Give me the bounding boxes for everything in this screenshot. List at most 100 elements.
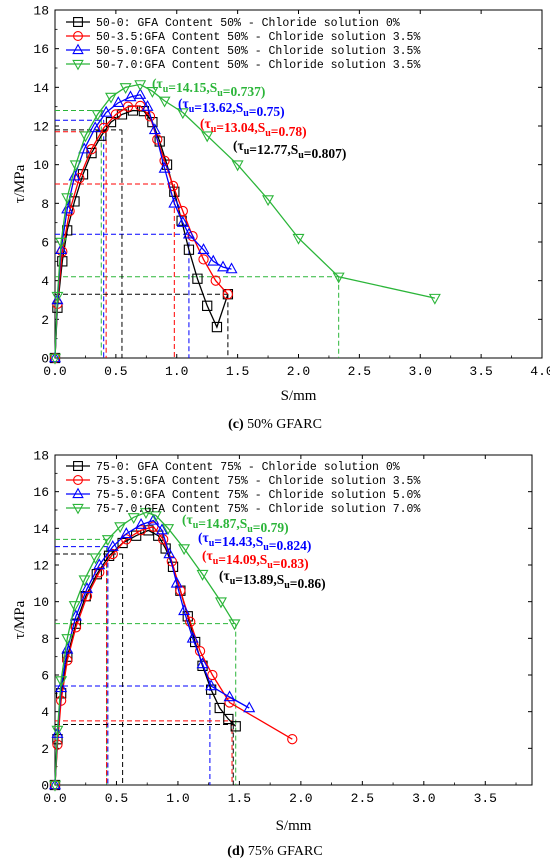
data-point xyxy=(51,725,64,737)
legend-entry: 50-5.0:GFA Content 50% - Chloride soluti… xyxy=(96,45,420,58)
data-point xyxy=(147,513,160,525)
data-point xyxy=(135,525,147,536)
x-tick-label: 0.5 xyxy=(105,791,128,806)
y-axis-label: τ/MPa xyxy=(12,164,28,203)
figure-caption: (c) 50% GFARC xyxy=(228,417,322,432)
data-point xyxy=(210,275,221,286)
y-tick-label: 18 xyxy=(33,449,49,464)
data-point xyxy=(86,147,97,159)
data-point xyxy=(55,681,68,693)
y-tick-label: 14 xyxy=(33,81,49,96)
x-tick-label: 2.5 xyxy=(348,364,371,379)
legend-entry: 75-0: GFA Content 75% - Chloride solutio… xyxy=(96,461,400,474)
data-point xyxy=(93,558,106,570)
y-tick-label: 8 xyxy=(41,197,49,212)
y-tick-label: 0 xyxy=(41,779,49,794)
data-point xyxy=(225,262,238,274)
data-point xyxy=(287,734,298,745)
data-point xyxy=(98,122,109,134)
x-tick-label: 1.5 xyxy=(226,364,249,379)
data-point xyxy=(141,100,154,111)
data-point xyxy=(55,676,68,688)
y-tick-label: 14 xyxy=(33,522,49,537)
data-point xyxy=(214,702,225,714)
data-point xyxy=(78,575,91,587)
data-point xyxy=(182,611,193,622)
data-point xyxy=(159,155,170,166)
y-axis-label: τ/MPa xyxy=(12,600,28,639)
data-point xyxy=(112,96,125,108)
y-tick-label: 4 xyxy=(41,705,49,720)
x-tick-label: 1.5 xyxy=(228,791,251,806)
series-line xyxy=(54,105,229,359)
data-point xyxy=(146,86,159,98)
data-point xyxy=(192,273,203,284)
x-tick-label: 2.5 xyxy=(351,791,374,806)
x-tick-label: 1.0 xyxy=(166,791,189,806)
data-point xyxy=(51,291,64,303)
peak-annotation: (τu=14.87,Su=0.79) xyxy=(182,512,289,535)
data-point xyxy=(214,597,227,609)
data-point xyxy=(144,111,156,122)
data-point xyxy=(91,110,104,122)
data-point xyxy=(185,616,196,627)
data-point xyxy=(183,244,195,255)
data-point xyxy=(79,131,92,143)
series-3 xyxy=(49,80,441,365)
data-point xyxy=(68,169,81,181)
x-tick-label: 3.0 xyxy=(409,364,432,379)
y-tick-label: 2 xyxy=(41,742,49,757)
data-point xyxy=(231,160,244,172)
data-point xyxy=(74,173,85,184)
data-point xyxy=(262,195,275,207)
data-point xyxy=(207,254,220,266)
x-tick-label: 3.5 xyxy=(474,791,497,806)
y-tick-label: 18 xyxy=(33,4,49,19)
data-point xyxy=(55,237,68,249)
caption-text: 75% GFARC xyxy=(244,844,322,859)
data-point xyxy=(94,567,105,578)
legend-marker xyxy=(73,475,83,485)
data-point xyxy=(224,697,235,708)
data-point xyxy=(127,513,140,524)
data-point xyxy=(55,695,67,706)
data-point xyxy=(196,657,209,669)
reference-lines-0 xyxy=(55,110,340,358)
data-point xyxy=(105,92,117,104)
data-point xyxy=(89,553,102,565)
data-point xyxy=(160,543,171,554)
series-line xyxy=(54,529,237,786)
data-point xyxy=(134,88,147,99)
data-point xyxy=(186,631,199,643)
data-point xyxy=(69,609,82,621)
data-point xyxy=(167,180,179,192)
data-point xyxy=(117,537,128,549)
data-point xyxy=(205,684,217,695)
y-tick-label: 4 xyxy=(41,274,49,289)
data-point xyxy=(153,530,164,541)
data-point xyxy=(155,523,168,535)
data-point xyxy=(57,256,68,267)
data-point xyxy=(182,227,195,239)
data-point xyxy=(194,646,206,657)
y-tick-label: 6 xyxy=(41,236,49,251)
data-point xyxy=(49,780,61,792)
data-point xyxy=(61,642,74,654)
data-point xyxy=(138,105,150,117)
series-2 xyxy=(49,513,256,790)
data-point xyxy=(243,701,256,713)
y-tick-label: 16 xyxy=(33,42,49,57)
y-tick-label: 6 xyxy=(41,669,49,684)
data-point xyxy=(81,591,93,602)
data-point xyxy=(170,576,183,588)
legend-marker xyxy=(73,31,83,41)
legend-marker xyxy=(72,487,84,499)
peak-annotation: (τu=13.04,Su=0.78) xyxy=(200,116,307,139)
peak-annotation: (τu=14.43,Su=0.824) xyxy=(198,530,311,553)
data-point xyxy=(61,202,74,214)
data-point xyxy=(222,289,234,300)
data-point xyxy=(168,196,181,208)
y-tick-label: 0 xyxy=(41,352,49,367)
data-point xyxy=(163,547,176,559)
chart-panel-d: 0 2 4 6 8 10 12 14 16 18 0.0 0.5 1.0 1.5 2.0 2.5 3.0 3.5 S… xyxy=(12,449,533,859)
